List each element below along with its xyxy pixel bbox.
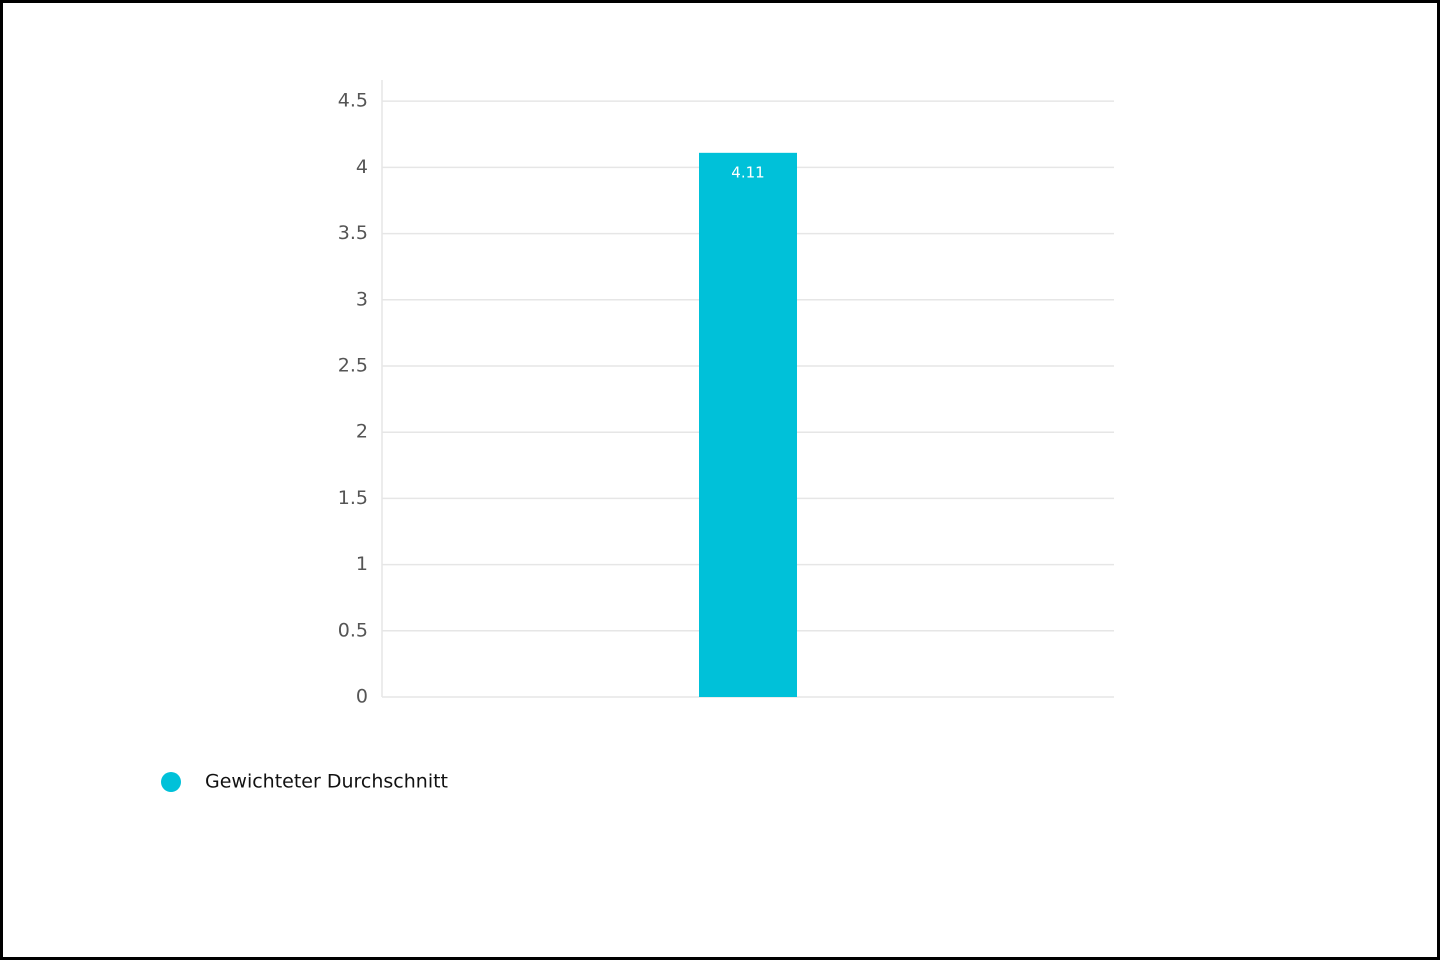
y-tick-label: 3 xyxy=(356,288,368,310)
bar xyxy=(699,152,797,697)
y-tick-label: 4 xyxy=(356,156,368,178)
y-tick-label: 1.5 xyxy=(338,487,368,509)
value-label: 4.11 xyxy=(731,163,764,181)
y-tick-label: 3.5 xyxy=(338,222,368,244)
y-tick-label: 0.5 xyxy=(338,619,368,641)
y-tick-label: 2.5 xyxy=(338,354,368,376)
legend-marker xyxy=(161,772,181,792)
y-tick-label: 0 xyxy=(356,686,368,708)
y-tick-label: 4.5 xyxy=(338,90,368,112)
y-tick-label: 1 xyxy=(356,553,368,575)
y-tick-label: 2 xyxy=(356,421,368,443)
legend-label: Gewichteter Durchschnitt xyxy=(205,771,448,793)
